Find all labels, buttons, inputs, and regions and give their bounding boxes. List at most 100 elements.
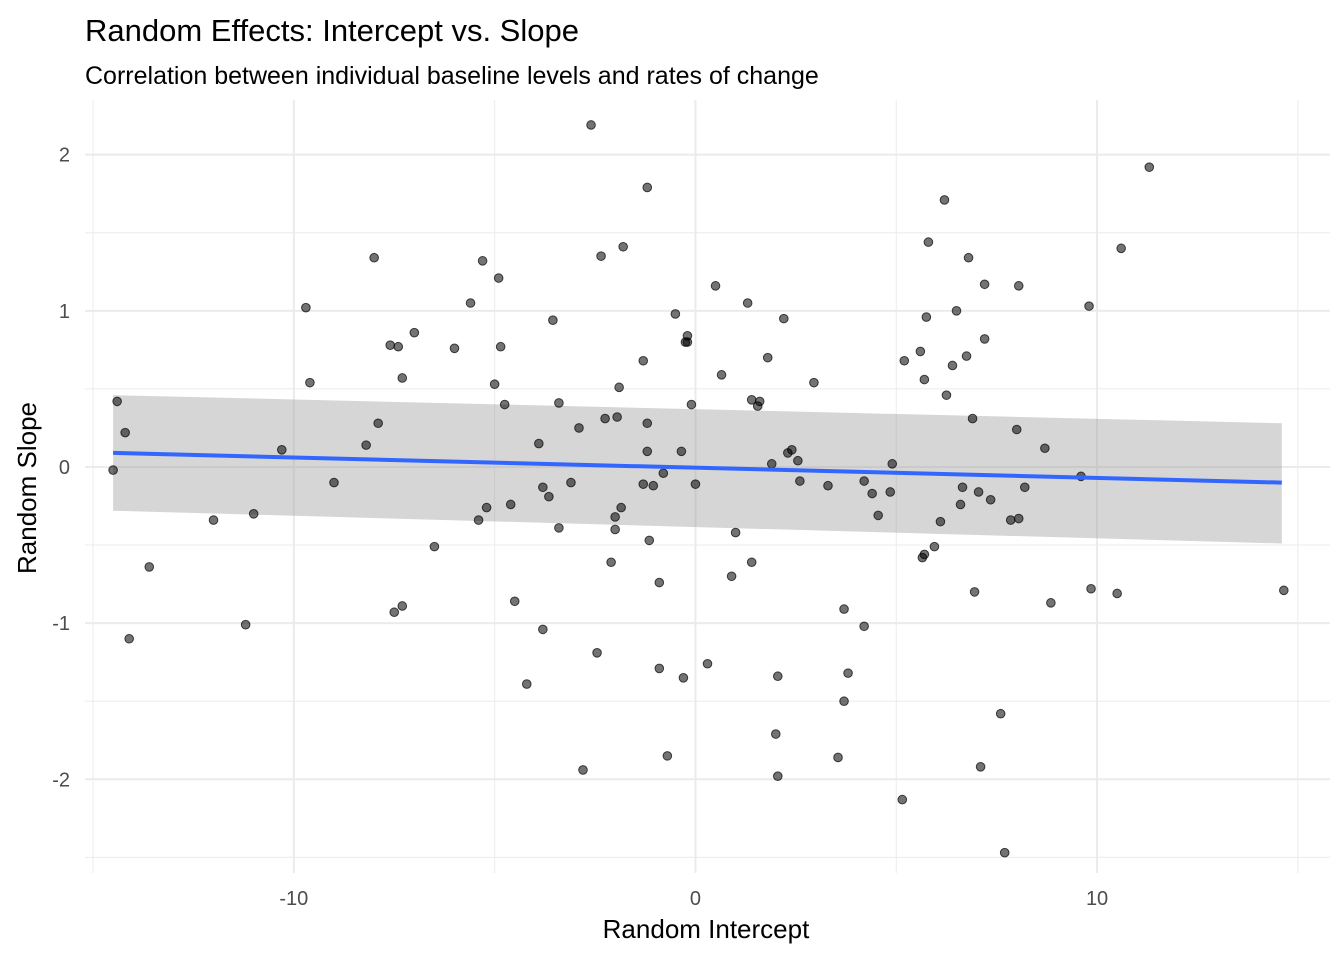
data-point (686, 399, 697, 410)
data-point (618, 241, 628, 252)
data-point (393, 341, 404, 352)
data-point (961, 351, 972, 361)
data-point (108, 465, 118, 475)
y-tick-label: 2 (59, 145, 70, 167)
data-point (873, 510, 883, 521)
data-point (690, 479, 701, 489)
data-point (995, 708, 1006, 719)
data-point (973, 487, 984, 497)
y-tick-label: -2 (52, 769, 70, 791)
data-point (957, 482, 968, 493)
data-point (644, 535, 655, 546)
data-point (596, 251, 606, 261)
data-point (730, 527, 741, 538)
data-point (923, 237, 934, 247)
data-point (823, 480, 833, 491)
data-point (538, 624, 548, 635)
data-point (586, 120, 596, 130)
data-point (578, 765, 588, 775)
data-point (963, 252, 974, 263)
x-axis-ticks: -10 0 10 (279, 888, 1108, 910)
data-point (985, 494, 996, 505)
data-point (1279, 585, 1289, 596)
chart-title: Random Effects: Intercept vs. Slope (85, 13, 579, 48)
data-point (859, 476, 869, 486)
data-point (449, 343, 460, 354)
data-point (833, 752, 843, 763)
data-point (538, 482, 548, 493)
data-point (1019, 482, 1030, 493)
data-point (779, 313, 789, 324)
data-point (967, 413, 978, 424)
data-point (389, 607, 400, 618)
data-point (1013, 513, 1024, 524)
data-point (489, 379, 500, 390)
data-point (248, 509, 259, 519)
data-point (710, 281, 721, 291)
data-point (726, 571, 737, 582)
data-point (947, 360, 958, 371)
data-point (702, 658, 713, 669)
data-point (240, 619, 251, 630)
data-point (477, 256, 488, 266)
data-point (642, 182, 653, 193)
data-point (1011, 424, 1022, 435)
data-point (929, 541, 940, 552)
data-point (548, 315, 558, 325)
data-point (676, 446, 687, 457)
data-point (1013, 281, 1024, 291)
data-point (678, 672, 689, 683)
data-point (473, 515, 484, 525)
x-tick-label: 10 (1086, 888, 1108, 910)
data-point (648, 480, 659, 491)
data-point (915, 346, 926, 357)
data-point (1116, 243, 1126, 254)
x-tick-label: -10 (279, 888, 308, 910)
minor-gridlines (85, 100, 1330, 873)
data-point (887, 459, 898, 469)
data-point (762, 352, 773, 363)
y-tick-label: 0 (59, 457, 70, 479)
data-point (495, 341, 506, 352)
data-point (969, 587, 980, 597)
data-point (566, 477, 576, 488)
data-point (554, 398, 564, 408)
data-point (951, 306, 962, 316)
data-point (305, 377, 315, 388)
data-point (505, 499, 516, 510)
data-point (509, 596, 520, 607)
data-point (1046, 598, 1056, 608)
data-point (638, 479, 649, 489)
chart-subtitle: Correlation between individual baseline … (85, 62, 819, 90)
data-point (885, 487, 896, 497)
data-point (921, 312, 932, 322)
data-point (373, 418, 383, 429)
data-point (654, 577, 665, 588)
data-point (638, 355, 649, 366)
data-point (409, 327, 420, 338)
x-tick-label: 0 (690, 888, 701, 910)
major-gridlines (85, 100, 1330, 873)
x-axis-label: Random Intercept (603, 914, 810, 944)
data-point (208, 515, 219, 525)
data-point (544, 491, 554, 502)
data-point (616, 502, 626, 513)
data-point (606, 557, 616, 568)
data-point (385, 340, 396, 350)
y-axis-ticks: -2 -1 0 1 2 (52, 145, 70, 792)
data-point (610, 524, 620, 535)
data-point (772, 671, 783, 682)
data-point (662, 751, 673, 761)
data-point (859, 621, 869, 632)
data-point (1005, 515, 1016, 525)
data-point (1112, 588, 1122, 599)
data-point (124, 633, 134, 644)
data-point (999, 847, 1010, 858)
data-point (642, 446, 653, 457)
y-tick-label: 1 (59, 301, 70, 323)
data-point (397, 373, 408, 383)
data-point (361, 440, 371, 450)
data-point (939, 195, 950, 205)
data-point (941, 390, 952, 400)
